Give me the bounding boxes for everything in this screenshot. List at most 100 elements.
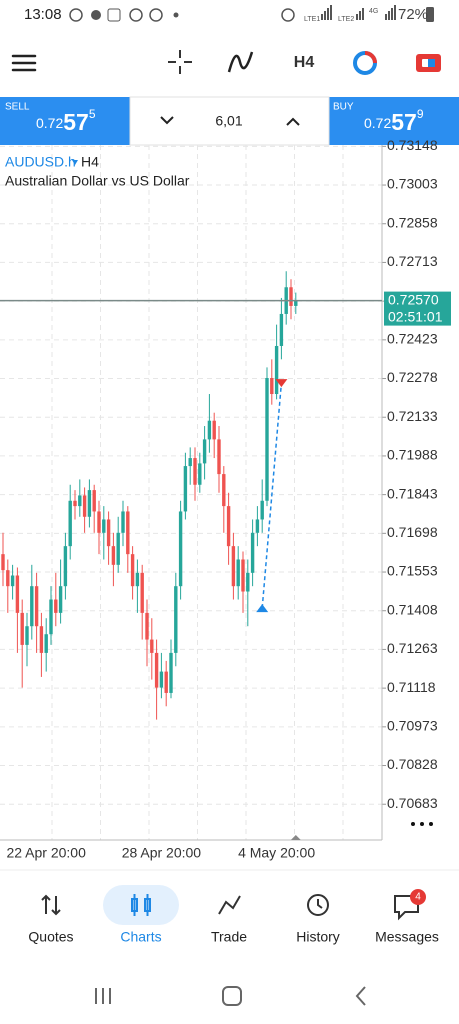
y-tick-label: 0.70973 — [387, 718, 438, 734]
sell-label: SELL — [5, 102, 30, 113]
candle-body — [82, 495, 87, 517]
y-tick-label: 0.72858 — [387, 214, 438, 230]
candle-body — [279, 313, 284, 346]
messages-badge-count: 4 — [415, 892, 421, 903]
y-tick-label: 0.71698 — [387, 524, 438, 540]
candle-body — [63, 546, 68, 587]
candle-body — [222, 474, 226, 507]
current-price-label: 0.72570 — [388, 291, 439, 307]
buy-price-pips: 57 — [391, 109, 417, 135]
candle-body — [68, 500, 72, 547]
status-network: 4G — [369, 8, 378, 15]
status-sim1: LTE1 — [304, 16, 320, 23]
nav-icons — [41, 894, 419, 921]
candle-body — [10, 575, 15, 587]
candle-body — [140, 572, 144, 613]
recents-button[interactable] — [95, 988, 111, 1004]
candle-body — [6, 570, 10, 587]
y-tick-label: 0.71553 — [387, 563, 438, 579]
trade-line — [261, 383, 283, 609]
home-button[interactable] — [222, 986, 242, 1006]
volume-down[interactable] — [160, 116, 174, 125]
y-tick-label: 0.71118 — [387, 679, 436, 695]
symbol-dropdown[interactable] — [72, 160, 78, 165]
candle-body — [58, 586, 63, 613]
chart-shift-marker — [290, 835, 301, 840]
chart-more[interactable] — [411, 822, 433, 826]
status-time: 13:08 — [24, 6, 62, 23]
nav-messages[interactable]: Messages — [375, 929, 439, 945]
countdown-label: 02:51:01 — [388, 308, 443, 324]
candle-body — [44, 634, 48, 653]
trade-button[interactable] — [416, 54, 441, 72]
candle-body — [178, 511, 183, 587]
nav-charts[interactable]: Charts — [120, 929, 161, 945]
buy-price: 0.72579 — [364, 107, 424, 135]
x-tick-label: 28 Apr 20:00 — [122, 845, 202, 861]
candle-body — [198, 463, 202, 485]
y-tick-label: 0.71988 — [387, 447, 438, 463]
candle-body — [150, 639, 154, 653]
buy-label: BUY — [333, 102, 354, 113]
buy-marker — [256, 604, 269, 613]
candle-body — [289, 287, 293, 306]
y-tick-label: 0.73148 — [387, 137, 438, 153]
chart-symbol[interactable]: AUDUSD.h — [5, 154, 76, 170]
sell-price-pips: 57 — [63, 109, 89, 135]
candle-body — [126, 511, 130, 555]
crosshair-button[interactable] — [168, 50, 192, 74]
candle-body — [97, 511, 101, 533]
candle-body — [73, 500, 77, 507]
candle-body — [135, 572, 140, 587]
chart-timeframe: H4 — [81, 154, 99, 170]
candle-body — [121, 511, 125, 533]
chart: 0.731480.730030.728580.727130.725680.724… — [0, 137, 451, 861]
candle-body — [15, 575, 20, 613]
candle-body — [54, 599, 58, 613]
buy-price-main: 0.72 — [364, 115, 391, 131]
candle-body — [102, 519, 106, 533]
buy-price-fraction: 9 — [417, 107, 424, 121]
status-battery: 72% — [398, 6, 428, 23]
sell-price-fraction: 5 — [89, 107, 96, 121]
candle-body — [87, 490, 92, 517]
candle-body — [34, 586, 39, 627]
sell-price: 0.72575 — [36, 107, 96, 135]
nav-history[interactable]: History — [296, 929, 340, 945]
menu-button[interactable] — [11, 54, 37, 72]
sell-marker — [275, 379, 288, 388]
chart-description: Australian Dollar vs US Dollar — [5, 173, 190, 189]
y-tick-label: 0.72713 — [387, 253, 438, 269]
buy-button[interactable] — [329, 97, 459, 145]
candle-body — [49, 599, 53, 635]
candle-body — [217, 439, 221, 475]
candle-body — [154, 652, 159, 688]
nav-quotes[interactable]: Quotes — [28, 929, 73, 945]
status-icons — [69, 5, 434, 22]
volume-up[interactable] — [286, 117, 300, 126]
timeframe-button[interactable]: H4 — [294, 54, 315, 71]
objects-button[interactable] — [353, 51, 377, 75]
candle-body — [207, 420, 212, 440]
candle-body — [246, 572, 250, 592]
y-tick-label: 0.72278 — [387, 369, 438, 385]
sell-button[interactable] — [0, 97, 130, 145]
candle-body — [202, 439, 207, 464]
indicators-button[interactable] — [227, 51, 254, 73]
candle-body — [130, 554, 135, 587]
candle-body — [226, 506, 231, 547]
candle-body — [231, 546, 236, 587]
candle-body — [1, 554, 5, 571]
candle-body — [164, 671, 168, 693]
candle-body — [255, 519, 260, 533]
back-button[interactable] — [355, 986, 366, 1006]
candle-body — [274, 345, 279, 395]
candle-body — [145, 612, 149, 640]
candle-body — [212, 420, 216, 440]
system-nav — [95, 986, 366, 1006]
nav-trade[interactable]: Trade — [211, 929, 247, 945]
y-tick-label: 0.70828 — [387, 756, 438, 772]
messages-badge — [410, 889, 426, 905]
y-tick-label: 0.71408 — [387, 601, 438, 617]
